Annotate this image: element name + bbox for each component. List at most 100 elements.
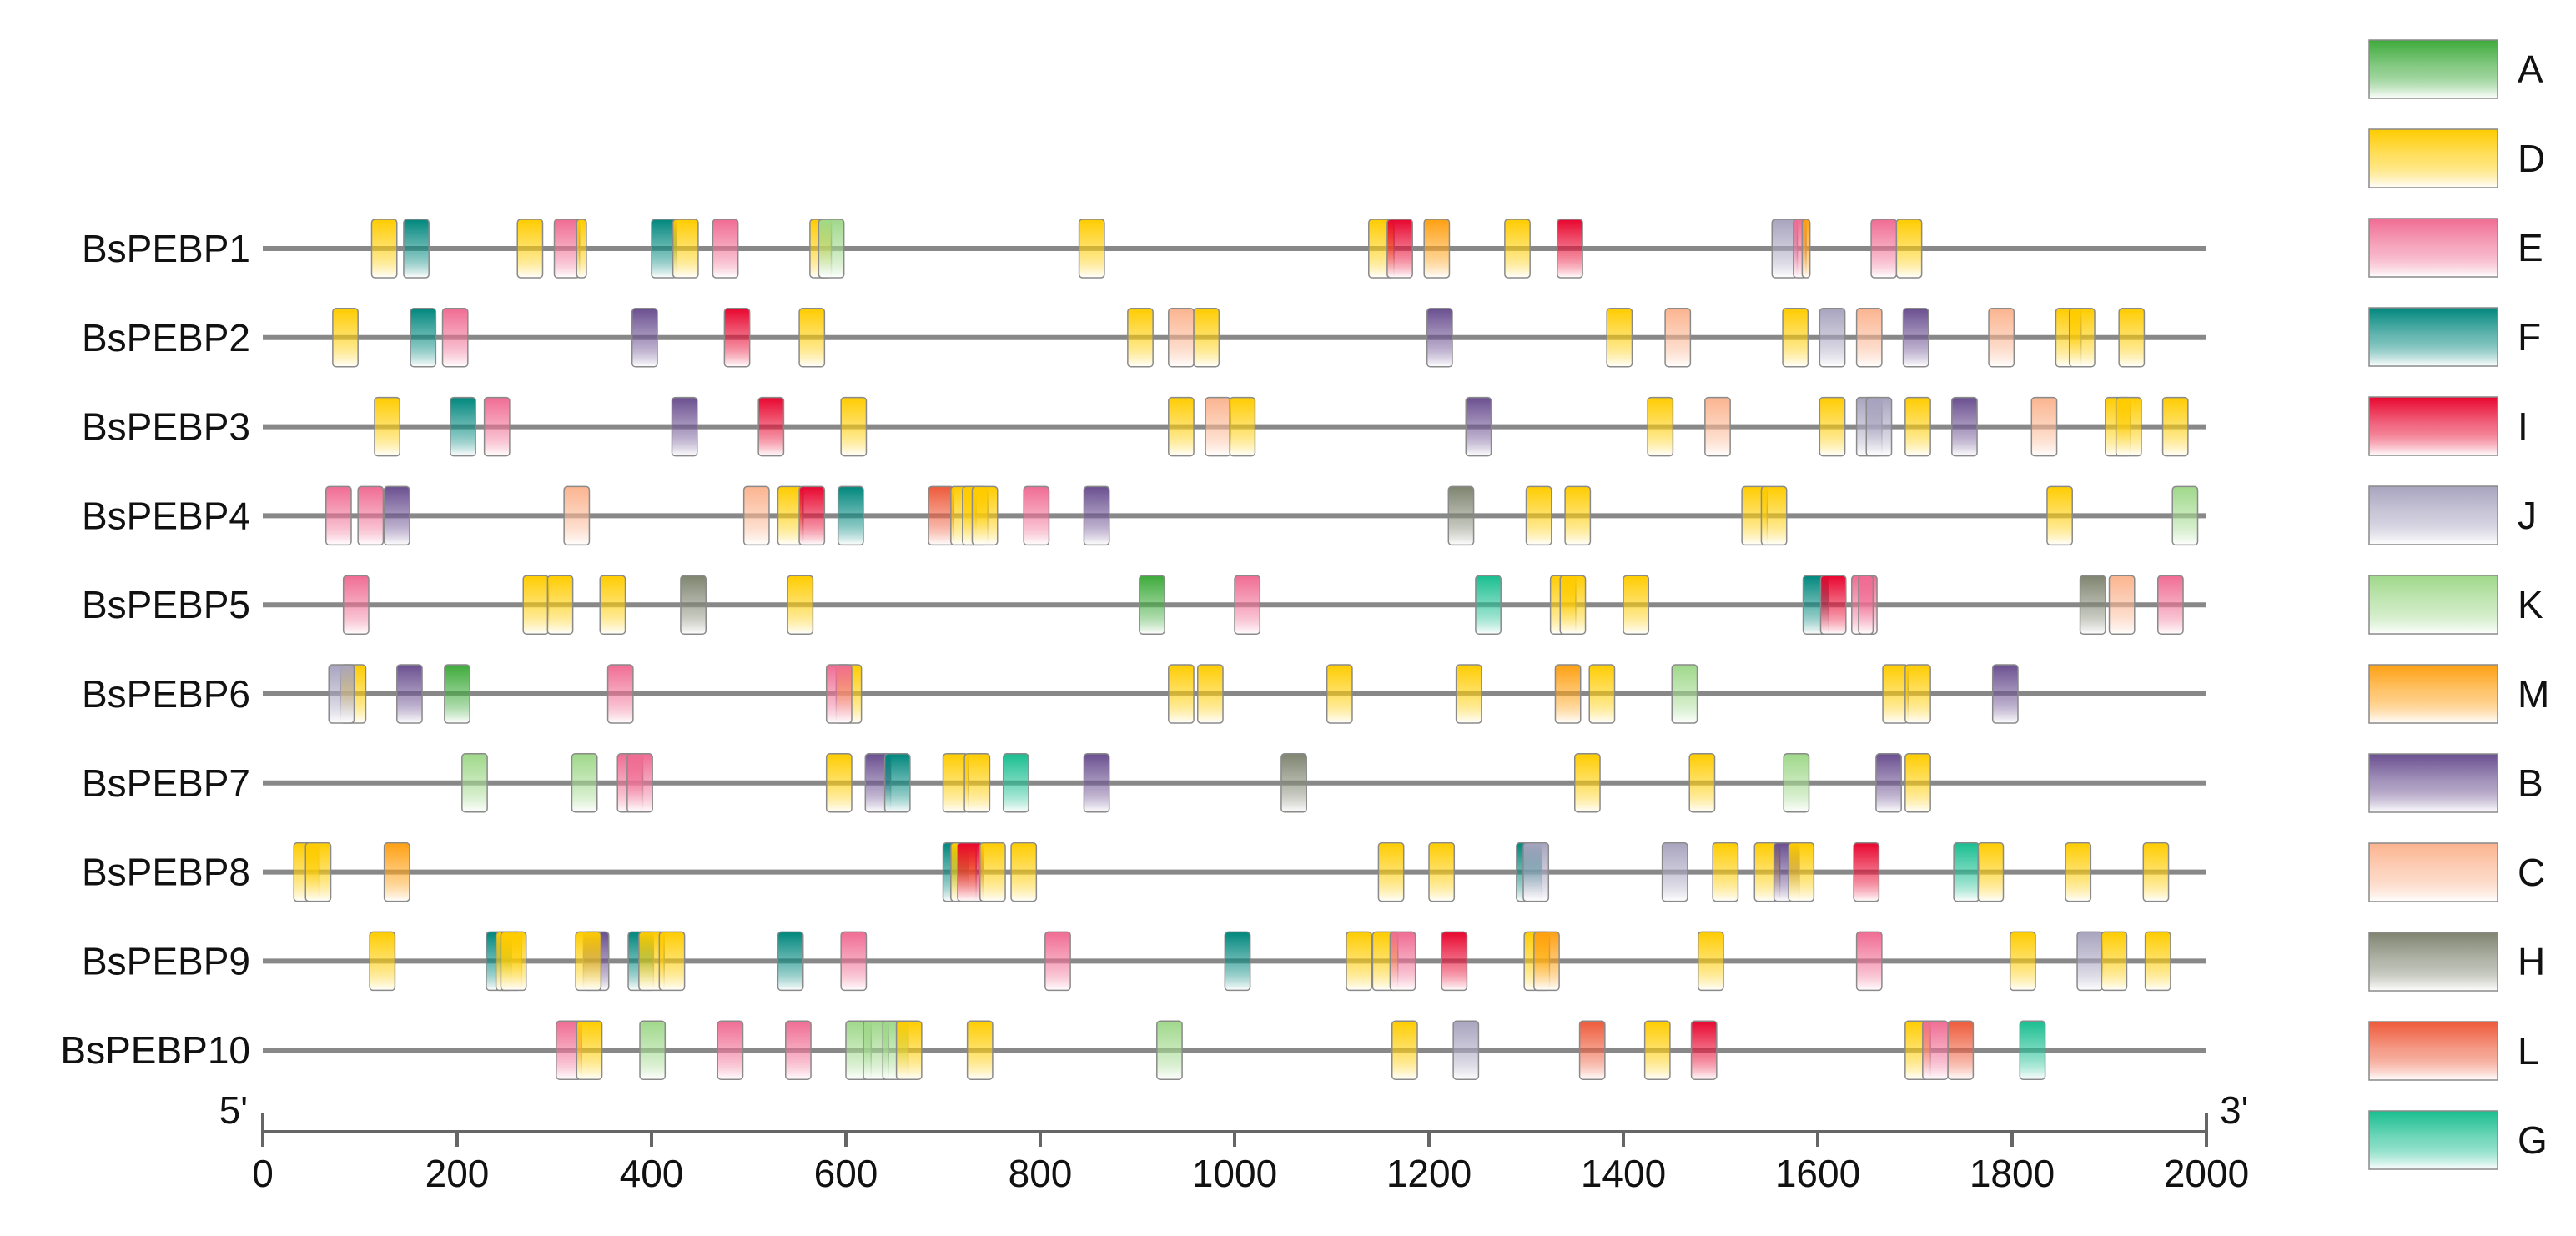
motif-box-I xyxy=(1386,219,1413,279)
sequence-label: BsPEBP5 xyxy=(82,583,250,626)
legend-label: F xyxy=(2518,315,2541,359)
legend-swatch xyxy=(2368,753,2498,813)
motif-box-E xyxy=(606,664,634,724)
motif-box-E xyxy=(1234,575,1261,635)
motif-box-K xyxy=(1156,1020,1183,1080)
legend-item: C xyxy=(2368,842,2545,902)
motif-box-D xyxy=(1196,664,1224,724)
motif-box-D xyxy=(546,575,574,635)
legend-swatch xyxy=(2368,218,2498,278)
motif-box-D xyxy=(825,753,853,813)
motif-box-D xyxy=(369,931,396,992)
legend-swatch xyxy=(2368,664,2498,724)
motif-box-B xyxy=(383,485,410,546)
motif-box-J xyxy=(1819,308,1846,368)
motif-box-D xyxy=(1193,308,1220,368)
motif-box-D xyxy=(895,1020,923,1080)
motif-box-D xyxy=(1904,664,1931,724)
motif-box-B xyxy=(1902,308,1929,368)
legend-label: A xyxy=(2518,48,2543,91)
motif-box-B xyxy=(1951,396,1978,457)
tick-label: 2000 xyxy=(2164,1152,2249,1195)
legend-item: E xyxy=(2368,218,2543,278)
motif-box-D xyxy=(1977,842,2005,902)
sequence-row: BsPEBP9 xyxy=(82,931,2206,992)
legend-swatch xyxy=(2368,396,2498,456)
motif-box-B xyxy=(396,664,423,724)
legend-swatch xyxy=(2368,932,2498,992)
motif-box-D xyxy=(576,219,587,279)
motif-box-I xyxy=(1819,575,1847,635)
motif-box-C xyxy=(742,485,770,546)
motif-box-D xyxy=(971,485,999,546)
motif-box-E xyxy=(825,664,853,724)
motif-box-E xyxy=(1858,575,1874,635)
motif-box-D xyxy=(1525,485,1552,546)
motif-box-B xyxy=(631,308,658,368)
legend-swatch xyxy=(2368,485,2498,545)
motif-box-F xyxy=(410,308,437,368)
motif-box-D xyxy=(1647,396,1674,457)
motif-box-B xyxy=(1875,753,1902,813)
motif-box-F xyxy=(1224,931,1251,992)
motif-box-D xyxy=(1078,219,1105,279)
motif-box-F xyxy=(403,219,430,279)
legend-item: K xyxy=(2368,575,2543,635)
motif-box-M xyxy=(1801,219,1811,279)
sequence-label: BsPEBP7 xyxy=(82,761,250,805)
sequence-row: BsPEBP2 xyxy=(82,308,2206,368)
motif-box-D xyxy=(2144,931,2171,992)
motif-box-C xyxy=(2108,575,2136,635)
motif-box-D xyxy=(1788,842,1815,902)
motif-box-D xyxy=(1782,308,1809,368)
legend-item: G xyxy=(2368,1110,2548,1170)
motif-box-D xyxy=(2068,308,2096,368)
five-prime-label: 5' xyxy=(219,1088,248,1132)
motif-box-K xyxy=(639,1020,667,1080)
motif-box-E xyxy=(840,931,868,992)
motif-box-D xyxy=(1346,931,1373,992)
motif-box-D xyxy=(2161,396,2189,457)
legend-swatch xyxy=(2368,1021,2498,1081)
tick-label: 400 xyxy=(620,1152,684,1195)
motif-box-A xyxy=(1139,575,1165,635)
x-axis: 0 200 400 600 800 1000 1200 1400 1600 1800 2000 5' 3… xyxy=(219,1088,2250,1195)
motif-box-D xyxy=(1127,308,1154,368)
motif-box-D xyxy=(575,931,602,992)
sequence-label: BsPEBP2 xyxy=(82,316,250,359)
motif-box-D xyxy=(1377,842,1405,902)
motif-box-E xyxy=(1389,931,1416,992)
legend-label: D xyxy=(2518,137,2545,180)
motif-box-E xyxy=(2157,575,2184,635)
motif-box-D xyxy=(658,931,686,992)
motif-box-M xyxy=(1554,664,1582,724)
motif-box-D xyxy=(1904,753,1931,813)
motif-box-C xyxy=(1664,308,1692,368)
legend-label: G xyxy=(2518,1118,2548,1162)
motif-box-D xyxy=(1606,308,1633,368)
motif-box-J xyxy=(2076,931,2104,992)
motif-box-I xyxy=(1690,1020,1718,1080)
motif-box-D xyxy=(1229,396,1256,457)
legend-swatch xyxy=(2368,39,2498,99)
motif-box-D xyxy=(1760,485,1788,546)
tick-label: 1000 xyxy=(1192,1152,1277,1195)
motif-box-I xyxy=(1441,931,1468,992)
motif-box-D xyxy=(2101,931,2128,992)
motif-box-D xyxy=(1588,664,1616,724)
sequence-row: BsPEBP8 xyxy=(82,842,2206,902)
motif-box-L xyxy=(1947,1020,1975,1080)
legend-item: J xyxy=(2368,485,2537,545)
three-prime-label: 3' xyxy=(2220,1088,2248,1132)
motif-box-D xyxy=(2009,931,2036,992)
motif-box-K xyxy=(1671,664,1698,724)
motif-box-D xyxy=(2142,842,2170,902)
motif-box-C xyxy=(1704,396,1731,457)
legend: A D E F I J K M B C H L G xyxy=(2368,39,2549,1170)
motif-box-D xyxy=(370,219,398,279)
motif-box-F xyxy=(450,396,476,457)
motif-box-E xyxy=(553,219,581,279)
legend-item: B xyxy=(2368,753,2543,813)
